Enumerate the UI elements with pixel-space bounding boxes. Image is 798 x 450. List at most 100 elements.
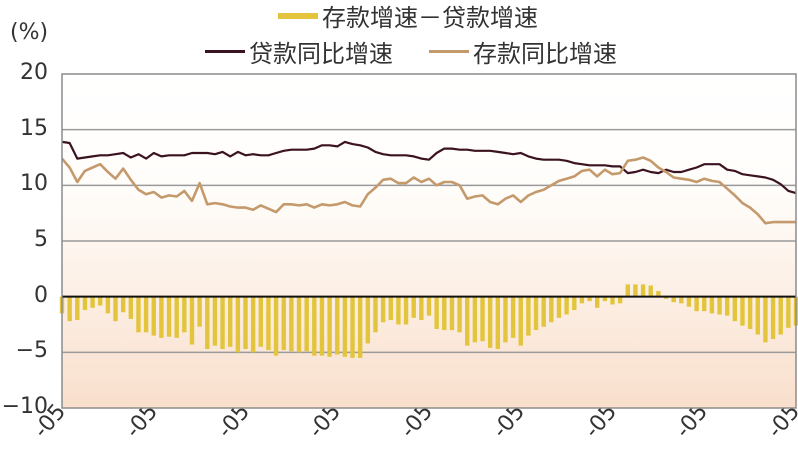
spread-bar [289,296,294,352]
spread-bar [105,296,111,314]
spread-bar [258,296,263,347]
spread-bar [457,296,462,333]
spread-bar [411,296,416,318]
spread-bar [442,296,447,331]
spread-bar [205,296,210,349]
spread-bar [526,296,531,336]
spread-bar [694,296,699,312]
spread-bar [159,296,164,338]
spread-bar [426,296,432,316]
spread-bar [709,296,715,314]
spread-bar [113,296,118,322]
spread-bar [197,296,202,327]
spread-bar [120,296,126,313]
legend-item-deposit: 存款同比增速 [429,34,617,69]
spread-bar [702,296,707,312]
legend-item-loan: 贷款同比增速 [205,34,393,69]
spread-bar [434,296,439,329]
spread-bar [755,296,760,335]
spread-bar [365,296,371,344]
plot-frame [61,73,797,409]
y-axis-unit: (%) [10,20,49,45]
spread-bar [396,296,401,325]
spread-bar [82,296,88,311]
y-tick-label: 15 [20,115,48,141]
spread-bar [732,296,738,322]
spread-bar [556,296,562,318]
spread-bar [136,296,141,333]
y-tick-label: 10 [20,171,48,197]
spread-bar [633,284,638,297]
legend-row-1: 存款增速－贷款增速 [278,0,560,33]
spread-bar [388,296,393,321]
spread-bar [304,296,309,352]
spread-bar [656,291,661,297]
legend-row-2: 贷款同比增速 存款同比增速 [205,34,639,69]
spread-bar [281,296,286,351]
spread-bar [449,296,455,331]
spread-bar [778,296,783,335]
y-tick-label: −10 [1,394,48,419]
legend-swatch-spread [278,12,318,19]
spread-bar [319,296,325,356]
spread-bar [312,296,317,356]
spread-bar [587,296,592,302]
spread-bar [342,296,348,357]
spread-bar [235,296,241,353]
spread-bar [403,296,409,325]
y-tick-label: 5 [34,227,48,252]
spread-bar [182,296,187,333]
spread-bar [480,296,485,342]
legend-swatch-loan [205,50,245,53]
spread-bar [212,296,218,346]
spread-bar [487,296,493,348]
legend-item-spread: 存款增速－贷款增速 [278,0,538,33]
spread-bar [174,296,179,338]
spread-bar [663,296,669,299]
spread-bar [679,296,684,304]
loan-growth-line [61,140,797,195]
spread-bars [59,284,798,358]
spread-bar [266,296,271,351]
legend-label-spread: 存款增速－贷款增速 [322,4,538,32]
legend-label-deposit: 存款同比增速 [473,40,617,68]
spread-bar [143,296,149,333]
spread-bar [686,296,692,307]
spread-bar [579,296,585,304]
spread-bar [763,296,768,343]
spread-bar [617,296,623,304]
spread-bar [717,296,722,315]
spread-bar [250,296,256,353]
spread-bar [128,296,134,319]
spread-bar [350,296,355,358]
spread-bar [465,296,470,346]
spread-bar [296,296,302,353]
spread-bar [243,296,248,349]
spread-bar [602,296,608,302]
spread-bar [67,296,72,322]
spread-bar [189,296,195,345]
spread-bar [518,296,523,346]
spread-bar [419,296,424,321]
y-tick-label: 0 [34,282,48,308]
spread-bar [327,296,332,357]
spread-bar [610,296,615,305]
y-tick-label: 20 [20,60,48,85]
spread-bar [357,296,363,358]
spread-bar [786,296,791,328]
spread-bar [640,284,646,297]
spread-bar [770,296,776,339]
spread-bar [380,296,386,323]
spread-bar [671,296,676,303]
deposit-growth-line [61,156,796,225]
spread-bar [335,296,340,355]
spread-bar [503,296,508,343]
spread-bar [166,296,172,337]
spread-bar [533,296,539,331]
spread-bar [724,296,730,316]
spread-bar [572,296,577,311]
spread-bar [151,296,156,336]
spread-bar [75,296,80,321]
y-tick-label: −5 [15,338,48,364]
